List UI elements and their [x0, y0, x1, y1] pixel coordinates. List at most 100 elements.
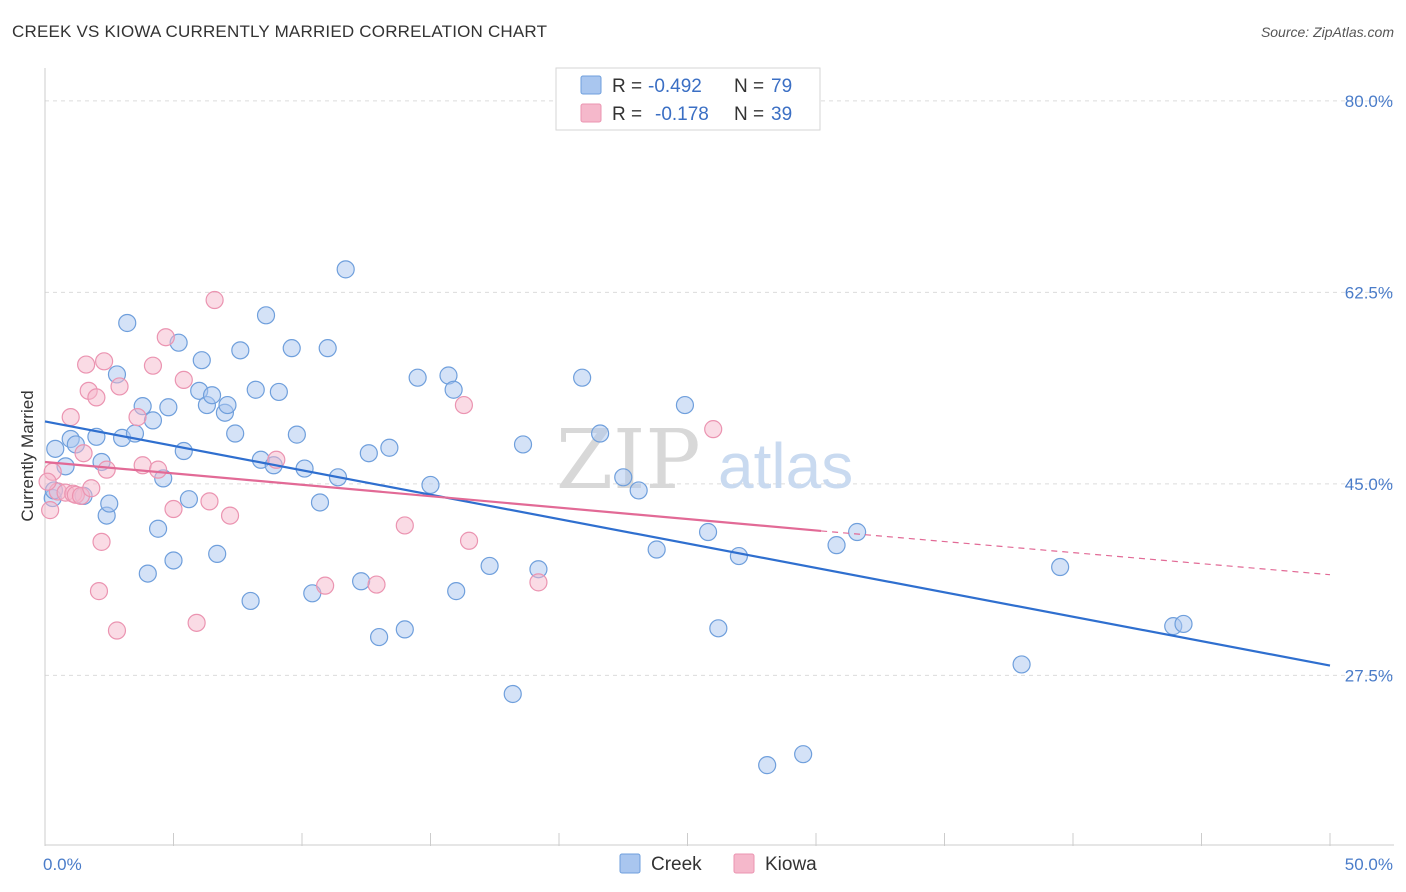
creek-point-62: [573, 368, 592, 387]
creek-point-21: [164, 551, 183, 570]
kiowa-trend-line: [44, 460, 822, 533]
x-tick-label-0: 0.0%: [43, 855, 82, 874]
legend-n-value-kiowa: 39: [771, 104, 792, 125]
x-tick-label-1: 50.0%: [1345, 855, 1393, 874]
kiowa-point-18: [110, 377, 129, 396]
kiowa-point-0: [41, 501, 60, 520]
bottom-legend-swatch-creek: [619, 853, 641, 874]
creek-point-59: [503, 684, 522, 704]
creek-point-76: [1051, 557, 1070, 577]
creek-point-20: [159, 398, 178, 417]
bottom-legend-label-kiowa: Kiowa: [765, 854, 817, 875]
kiowa-point-25: [174, 370, 193, 389]
creek-point-2: [46, 439, 65, 458]
creek-point-18: [148, 519, 168, 538]
creek-point-40: [282, 339, 301, 358]
creek-point-39: [269, 382, 288, 402]
creek-point-57: [447, 582, 466, 601]
legend-n-label-kiowa: N =: [734, 104, 764, 125]
creek-point-45: [318, 339, 337, 358]
creek-point-66: [647, 540, 666, 559]
legend-swatch-creek: [580, 75, 602, 95]
legend-r-value-kiowa: -0.178: [655, 104, 709, 125]
creek-point-28: [202, 386, 222, 405]
y-tick-label-0: 27.5%: [1345, 666, 1393, 685]
creek-point-16: [138, 564, 157, 583]
legend-r-label-kiowa: R =: [612, 104, 642, 125]
creek-point-73: [827, 536, 846, 555]
kiowa-point-32: [367, 575, 386, 594]
kiowa-point-15: [95, 352, 114, 371]
kiowa-point-11: [82, 479, 101, 498]
kiowa-point-34: [454, 395, 474, 415]
creek-point-35: [246, 380, 265, 399]
kiowa-point-28: [205, 290, 224, 310]
creek-point-58: [480, 556, 499, 576]
legend-r-value-creek: -0.492: [648, 76, 702, 97]
bottom-legend-swatch-kiowa: [733, 853, 755, 874]
creek-point-44: [310, 493, 330, 512]
y-tick-label-2: 62.5%: [1345, 283, 1393, 302]
creek-point-70: [729, 546, 749, 566]
creek-point-47: [336, 260, 355, 279]
trend-lines: [44, 420, 1331, 667]
source-label: Source: ZipAtlas.com: [1260, 24, 1394, 40]
creek-point-56: [444, 380, 463, 399]
creek-point-23: [174, 441, 193, 461]
kiowa-point-27: [200, 492, 219, 511]
creek-point-67: [675, 395, 695, 415]
y-tick-labels: 27.5% 45.0% 62.5% 80.0%: [1345, 92, 1393, 686]
creek-point-78: [1174, 614, 1193, 634]
creek-point-24: [179, 490, 199, 509]
creek-point-10: [100, 494, 119, 513]
watermark-atlas: atlas: [718, 430, 853, 502]
creek-point-74: [848, 522, 867, 542]
kiowa-point-36: [529, 573, 548, 592]
creek-point-54: [421, 475, 440, 495]
kiowa-point-17: [107, 621, 127, 640]
creek-point-68: [698, 522, 718, 542]
y-tick-label-3: 80.0%: [1345, 92, 1393, 111]
kiowa-point-24: [164, 499, 183, 519]
creek-point-51: [380, 438, 399, 457]
kiowa-point-26: [187, 613, 206, 632]
kiowa-trend-extension: [821, 530, 1331, 576]
creek-point-17: [143, 411, 163, 430]
legend-r-label-creek: R =: [612, 76, 642, 97]
creek-point-33: [231, 341, 250, 360]
x-tick-labels: 0.0% 50.0%: [43, 855, 1393, 874]
creek-point-29: [208, 544, 227, 563]
kiowa-point-16: [97, 460, 116, 479]
creek-point-60: [513, 435, 533, 454]
chart-title: CREEK VS KIOWA CURRENTLY MARRIED CORRELA…: [12, 22, 548, 41]
kiowa-point-13: [89, 582, 109, 601]
creek-point-71: [758, 756, 777, 775]
kiowa-point-35: [459, 531, 479, 550]
watermark: ZIP atlas: [556, 413, 853, 508]
kiowa-point-14: [92, 532, 111, 551]
creek-point-64: [614, 468, 633, 487]
axes: [44, 68, 1394, 846]
bottom-legend: Creek Kiowa: [619, 853, 817, 875]
creek-point-49: [359, 444, 378, 463]
creek-point-13: [118, 313, 137, 333]
legend: R = -0.492 N = 79 R = -0.178 N = 39: [555, 67, 821, 131]
creek-point-75: [1012, 655, 1031, 674]
creek-point-37: [256, 306, 276, 325]
kiowa-point-38: [38, 472, 57, 491]
creek-trend-line: [44, 420, 1331, 667]
creek-point-69: [709, 619, 728, 638]
creek-point-31: [218, 395, 237, 415]
creek-point-41: [287, 425, 306, 444]
creek-point-32: [226, 424, 245, 443]
creek-point-63: [591, 424, 610, 443]
bottom-legend-label-creek: Creek: [651, 854, 702, 875]
watermark-zip: ZIP: [556, 413, 701, 508]
kiowa-point-23: [156, 328, 175, 347]
kiowa-point-8: [74, 444, 93, 463]
y-axis-title: Currently Married: [18, 390, 37, 521]
creek-point-72: [794, 745, 813, 764]
creek-points: [43, 260, 1193, 775]
creek-point-52: [395, 620, 414, 639]
